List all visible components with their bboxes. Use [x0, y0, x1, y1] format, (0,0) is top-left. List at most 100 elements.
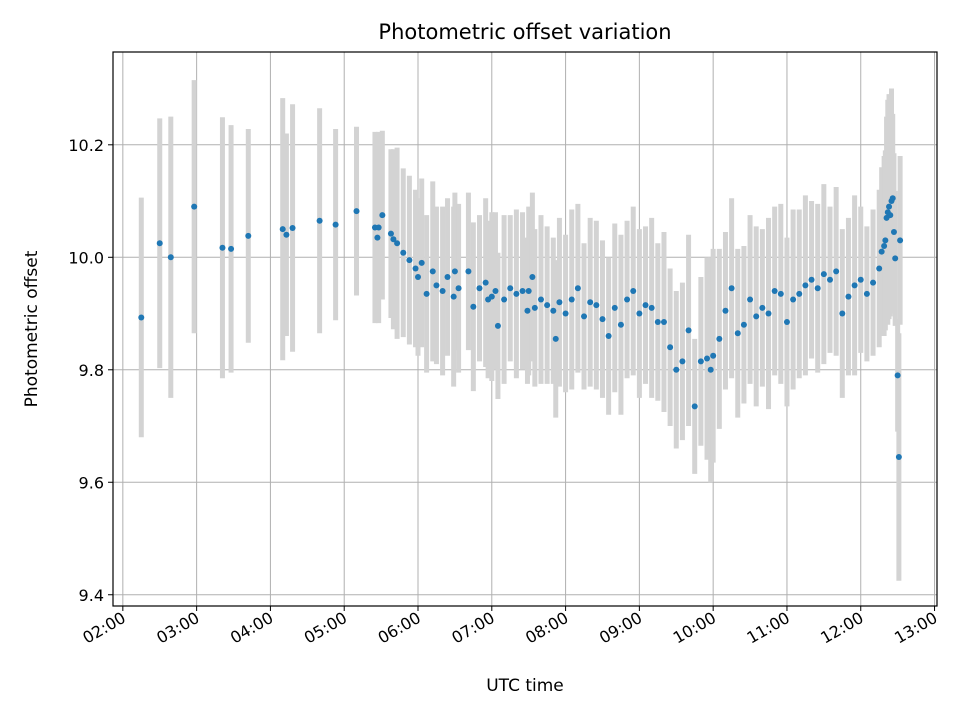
data-point — [734, 330, 741, 337]
data-point — [790, 296, 797, 303]
data-point — [455, 285, 462, 292]
data-point — [513, 290, 520, 297]
data-point — [245, 232, 252, 239]
data-point — [887, 212, 894, 219]
data-point — [531, 304, 538, 311]
y-axis-label: Photometric offset — [22, 250, 42, 407]
data-point — [624, 296, 631, 303]
data-point — [492, 288, 499, 295]
data-point — [156, 240, 163, 247]
data-point — [895, 453, 902, 460]
data-point — [450, 293, 457, 300]
data-point — [444, 273, 451, 280]
y-tick-label: 9.4 — [79, 586, 104, 605]
data-point — [279, 226, 286, 233]
data-point — [820, 271, 827, 278]
data-point — [482, 279, 489, 286]
data-point — [418, 259, 425, 266]
data-point — [138, 314, 145, 321]
data-point — [611, 304, 618, 311]
data-point — [390, 236, 397, 243]
data-point — [796, 290, 803, 297]
data-point — [581, 313, 588, 320]
data-point — [685, 327, 692, 334]
data-point — [707, 366, 714, 373]
data-point — [630, 288, 637, 295]
data-point — [889, 195, 896, 202]
data-point — [593, 302, 600, 309]
data-point — [552, 335, 559, 342]
data-point — [886, 203, 893, 210]
data-point — [316, 217, 323, 224]
y-tick-label: 10.0 — [68, 248, 104, 267]
data-point — [494, 322, 501, 329]
data-point — [283, 231, 290, 238]
data-point — [519, 288, 526, 295]
data-point — [814, 285, 821, 292]
data-point — [710, 352, 717, 359]
data-point — [870, 279, 877, 286]
data-point — [529, 273, 536, 280]
data-point — [783, 318, 790, 325]
data-point — [289, 225, 296, 232]
data-point — [488, 293, 495, 300]
data-point — [660, 318, 667, 325]
data-point — [892, 255, 899, 262]
y-tick-label: 10.2 — [68, 136, 104, 155]
data-point — [740, 321, 747, 328]
data-point — [771, 288, 778, 295]
data-point — [845, 293, 852, 300]
data-point — [827, 276, 834, 283]
data-point — [562, 310, 569, 317]
data-point — [863, 290, 870, 297]
data-point — [777, 290, 784, 297]
data-point — [439, 288, 446, 295]
data-point — [642, 302, 649, 309]
data-point — [525, 288, 532, 295]
data-point — [429, 268, 436, 275]
data-point — [219, 244, 226, 251]
data-point — [191, 203, 198, 210]
data-point — [400, 249, 407, 256]
data-point — [617, 321, 624, 328]
y-tick-label: 9.8 — [79, 361, 104, 380]
data-point — [433, 282, 440, 289]
data-point — [451, 268, 458, 275]
data-point — [753, 313, 760, 320]
data-point — [881, 243, 888, 250]
data-point — [833, 268, 840, 275]
data-point — [759, 304, 766, 311]
data-point — [878, 248, 885, 255]
data-point — [728, 285, 735, 292]
data-point — [691, 403, 698, 410]
data-point — [802, 282, 809, 289]
data-point — [704, 355, 711, 362]
data-point — [353, 208, 360, 215]
data-point — [544, 302, 551, 309]
y-axis: 9.4 9.6 9.8 10.0 10.2 — [68, 136, 113, 605]
data-point — [839, 310, 846, 317]
data-point — [599, 316, 606, 323]
data-point — [648, 304, 655, 311]
data-point — [470, 303, 477, 310]
data-point — [636, 310, 643, 317]
x-axis-label: UTC time — [486, 676, 564, 696]
data-point — [412, 265, 419, 272]
y-tick-label: 9.6 — [79, 473, 104, 492]
data-point — [568, 296, 575, 303]
plot-frame — [112, 51, 938, 607]
data-point — [524, 307, 531, 314]
data-point — [476, 285, 483, 292]
data-point — [673, 366, 680, 373]
data-point — [406, 257, 413, 264]
data-point — [679, 358, 686, 365]
data-point — [574, 285, 581, 292]
data-point — [423, 290, 430, 297]
data-point — [387, 230, 394, 237]
data-point — [550, 307, 557, 314]
data-point — [228, 245, 235, 252]
data-point — [890, 228, 897, 235]
chart-title: Photometric offset variation — [378, 20, 671, 44]
data-point — [722, 307, 729, 314]
